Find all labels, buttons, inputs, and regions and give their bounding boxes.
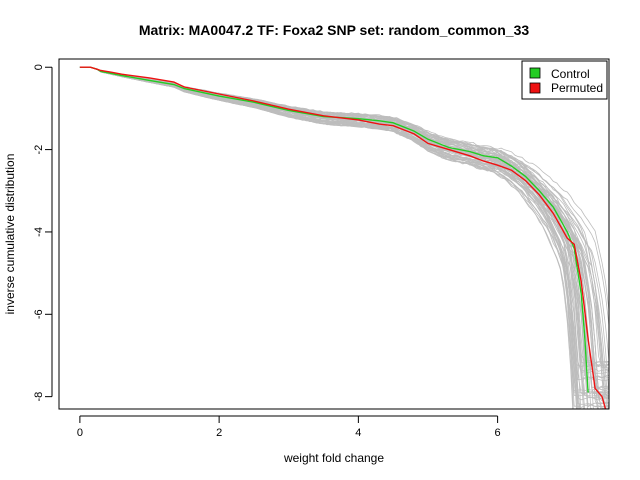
background-run-line	[79, 66, 609, 370]
legend-label-permuted: Permuted	[551, 81, 603, 95]
background-run-line	[79, 66, 609, 368]
chart-title: Matrix: MA0047.2 TF: Foxa2 SNP set: rand…	[139, 22, 530, 38]
background-run-line	[79, 66, 609, 368]
legend: Control Permuted	[521, 60, 608, 100]
background-run-line	[79, 66, 609, 369]
y-tick-label: 0	[33, 64, 45, 70]
background-run-line	[79, 66, 609, 366]
y-axis-label: inverse cumulative distribution	[3, 154, 17, 315]
background-run-line	[79, 66, 574, 409]
x-axis-label: weight fold change	[283, 451, 384, 465]
legend-swatch-control	[529, 67, 541, 79]
background-run-line	[79, 66, 609, 367]
background-run-line	[79, 66, 609, 363]
plot-frame	[58, 58, 610, 410]
background-run-line	[79, 66, 584, 409]
y-tick-label: -8	[33, 392, 45, 402]
legend-label-control: Control	[551, 67, 590, 81]
background-run-line	[79, 66, 609, 364]
x-tick-label: 2	[216, 427, 222, 439]
x-tick-label: 0	[77, 427, 83, 439]
y-tick-label: -4	[33, 227, 45, 237]
series-control-line	[79, 66, 589, 393]
y-tick-label: -6	[33, 309, 45, 319]
series-permuted-line	[79, 66, 607, 409]
background-runs	[79, 66, 609, 409]
x-axis: 0 2 4 6	[77, 415, 501, 439]
x-tick-label: 4	[355, 427, 361, 439]
y-axis: 0 -2 -4 -6 -8	[33, 64, 53, 402]
background-run-line	[79, 66, 609, 361]
legend-swatch-permuted	[529, 82, 541, 94]
y-tick-label: -2	[33, 145, 45, 155]
series-layer	[79, 66, 607, 409]
x-tick-label: 6	[495, 427, 501, 439]
